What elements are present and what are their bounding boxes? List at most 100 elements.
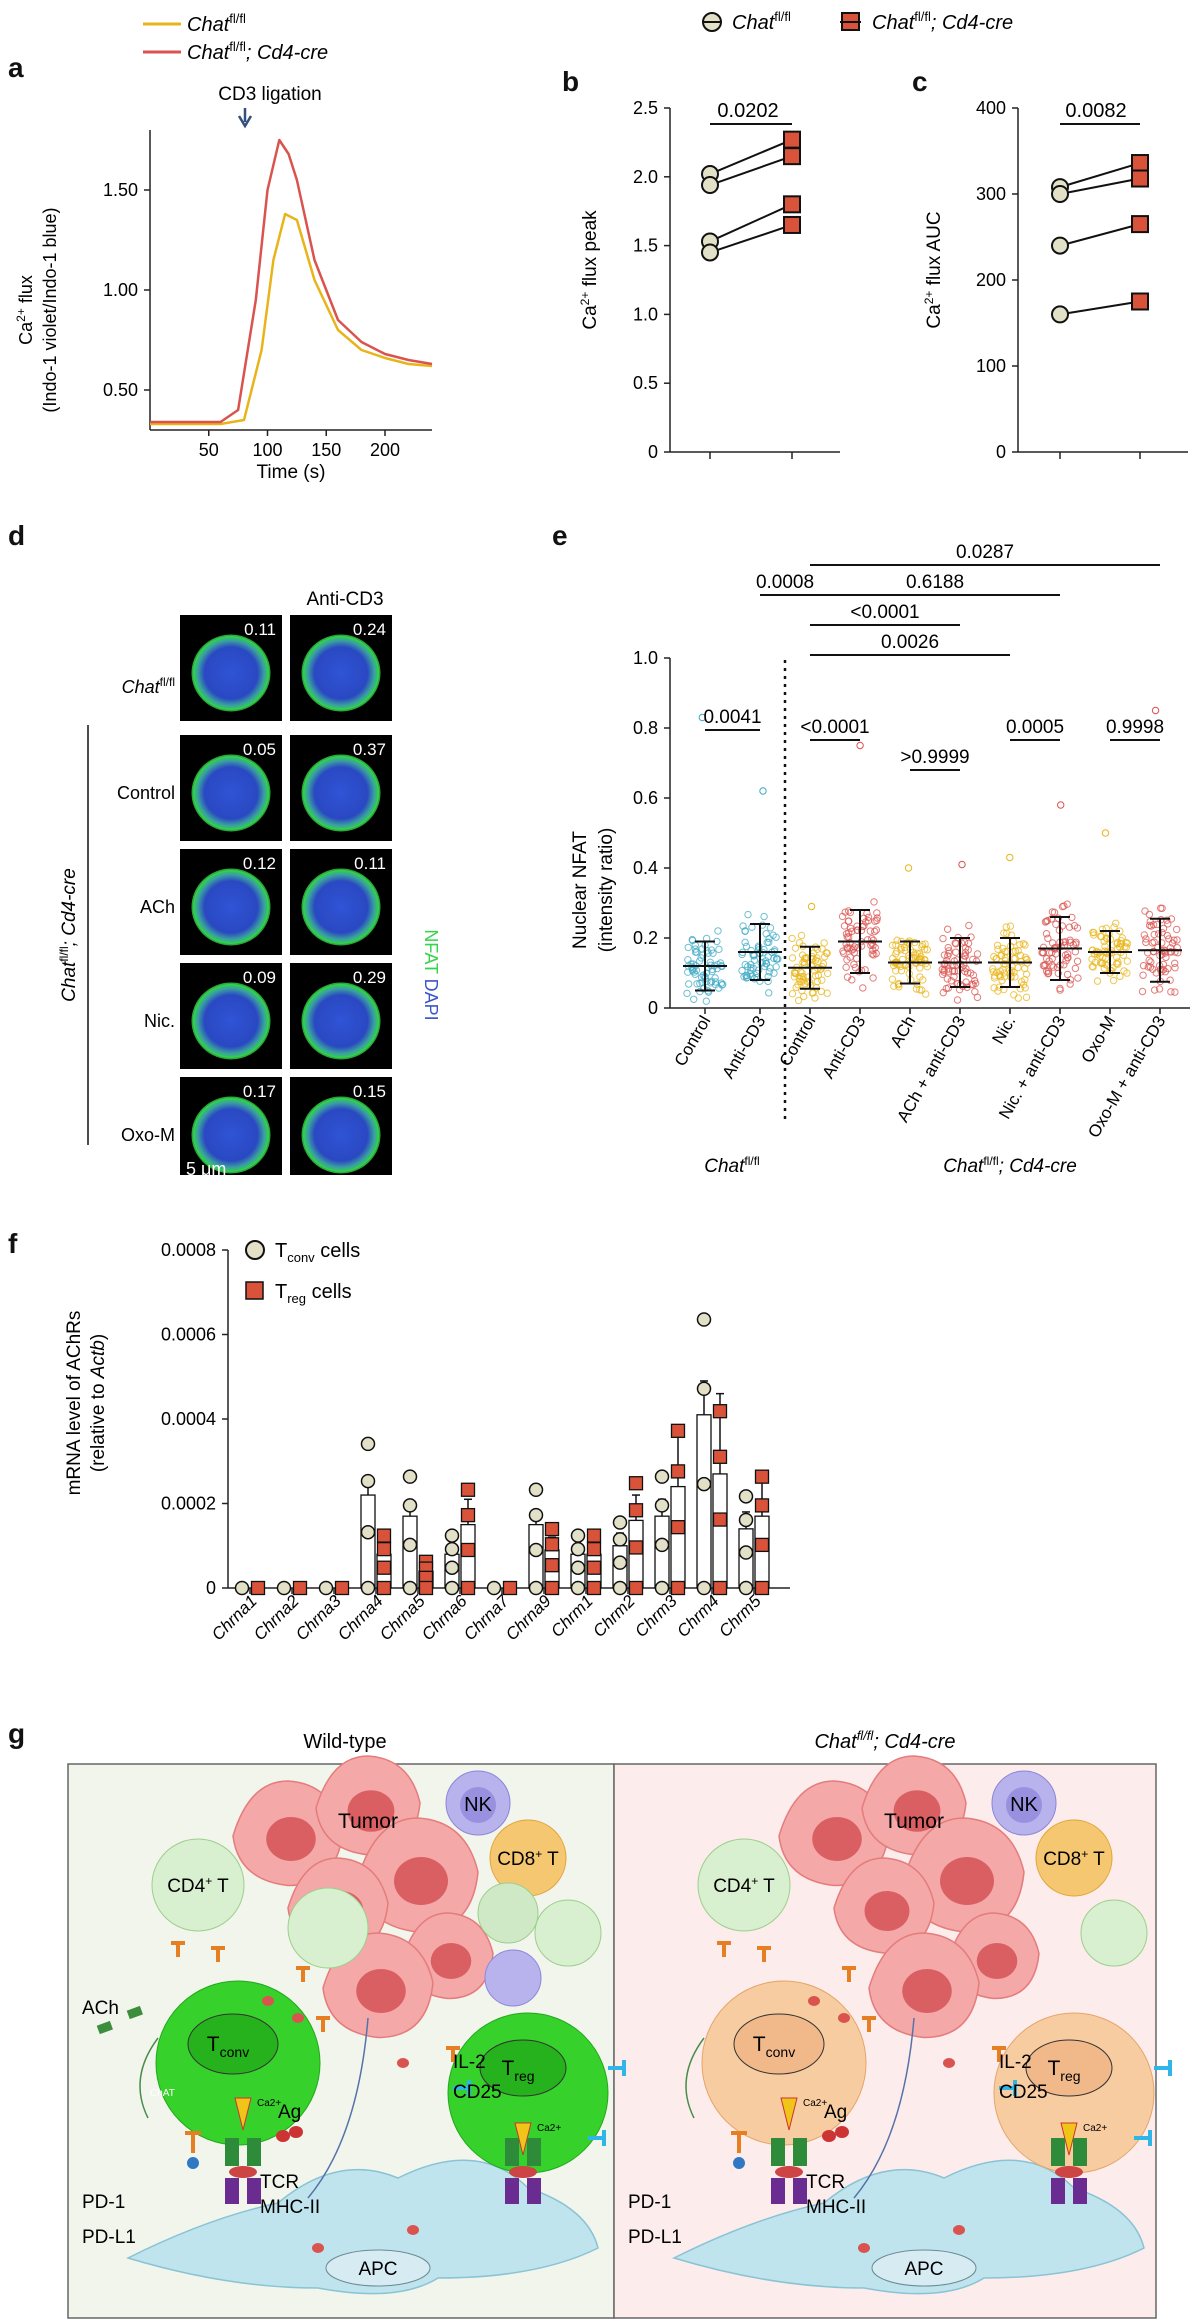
e-dot xyxy=(755,943,763,952)
e-dot-max xyxy=(958,860,966,869)
f-point-tconv xyxy=(528,1580,544,1596)
e-dot xyxy=(916,973,924,981)
axis-b-ylabel: Ca2+ flux peak xyxy=(578,210,601,330)
e-dot xyxy=(790,973,799,981)
e-dot xyxy=(1000,969,1009,977)
cd25-label: CD25 xyxy=(999,2082,1048,2103)
f-point-treg xyxy=(544,1537,560,1552)
f-point-treg xyxy=(544,1580,560,1596)
cytokine-dot xyxy=(397,2058,409,2068)
f-bar-tconv xyxy=(360,1494,376,1589)
f-category-label: Chrna5 xyxy=(376,1591,429,1644)
e-dot xyxy=(1088,946,1097,955)
e-dot xyxy=(769,931,777,939)
f-point-treg xyxy=(460,1580,476,1596)
e-dot xyxy=(1107,946,1115,955)
e-dot xyxy=(910,938,919,947)
e-dot xyxy=(718,981,726,989)
row-label: Oxo-M xyxy=(121,1125,175,1145)
nfat-ratio: 0.09 xyxy=(243,968,276,987)
e-dot xyxy=(1114,960,1122,968)
mhc-receptor xyxy=(771,2178,785,2204)
f-point-tconv xyxy=(528,1507,544,1523)
e-dot xyxy=(808,952,816,961)
e-dot xyxy=(953,996,962,1004)
f-point-tconv xyxy=(696,1381,712,1397)
e-dot xyxy=(760,912,768,921)
panel-e-chart: Nuclear NFAT (intensity ratio) 1.0 0.8 0.6… xyxy=(570,542,1190,1177)
e-dot xyxy=(1066,980,1074,988)
cd8-label: CD8+ T xyxy=(1043,1847,1105,1870)
e-dot xyxy=(1141,907,1149,915)
legend-a-cre: Chatfl/fl; Cd4-cre xyxy=(187,39,328,64)
checkpoint-receptor xyxy=(316,2016,330,2032)
f-point-tconv xyxy=(318,1580,334,1596)
e-dot xyxy=(1110,923,1118,931)
e-dot xyxy=(897,944,905,952)
e-dot xyxy=(788,989,797,998)
cd4-cell xyxy=(697,1838,791,1932)
mhc-label: MHC-II xyxy=(260,2197,320,2218)
e-dot xyxy=(846,939,854,947)
e-dot xyxy=(1021,984,1029,992)
axis-a-xlabel: Time (s) xyxy=(257,462,326,483)
e-dot xyxy=(817,965,825,973)
f-point-tconv xyxy=(570,1580,586,1596)
e-dot xyxy=(1022,993,1031,1002)
e-category-label: Nic. xyxy=(988,1013,1019,1048)
f-bar-tconv xyxy=(696,1414,712,1589)
e-dot xyxy=(823,969,832,978)
e-dot xyxy=(1010,991,1018,999)
checkpoint-receptor xyxy=(992,2046,1006,2062)
f-point-treg xyxy=(628,1503,644,1518)
f-ytick-label: 0.0002 xyxy=(161,1494,216,1514)
e-dot xyxy=(970,976,979,985)
cell-nucleus xyxy=(303,636,379,710)
e-dot xyxy=(800,958,809,966)
axis-a-ylabel-2: (Indo-1 violet/Indo-1 blue) xyxy=(40,207,60,412)
e-dot xyxy=(994,987,1002,995)
panel-label-f: f xyxy=(8,1228,18,1259)
e-dot xyxy=(762,957,770,965)
e-ytick-label: 0.2 xyxy=(633,928,658,948)
e-dot xyxy=(1016,985,1025,993)
f-point-treg xyxy=(754,1498,770,1513)
checkpoint-receptor xyxy=(757,1946,771,1962)
f-bar-treg xyxy=(670,1485,686,1589)
pdl1-ligand xyxy=(733,2157,745,2169)
e-dot xyxy=(770,969,778,977)
pdl1-ligand xyxy=(187,2157,199,2169)
e-category-label: Anti-CD3 xyxy=(819,1013,870,1082)
panel-bc-legend: Chatfl/fl Chatfl/fl; Cd4-cre xyxy=(702,9,1013,34)
e-dot xyxy=(757,959,765,967)
tumor-nucleus xyxy=(902,1969,952,2013)
e-dot xyxy=(859,984,867,992)
cytokine-dot xyxy=(838,2013,850,2023)
cell-nucleus xyxy=(303,756,379,830)
checkpoint-receptor xyxy=(717,1941,731,1957)
e-dot-max xyxy=(1101,829,1110,837)
f-ytick-label: 0 xyxy=(206,1578,216,1598)
e-dot xyxy=(1166,976,1174,984)
treg-nucleus xyxy=(479,2039,567,2097)
point-cre xyxy=(783,215,801,234)
e-dot xyxy=(1057,942,1065,951)
e-dot xyxy=(1116,972,1124,981)
f-point-treg xyxy=(544,1558,560,1573)
a-ytick-label: 1.00 xyxy=(103,280,138,300)
ytick-label: 400 xyxy=(976,98,1006,118)
il2-label: IL-2 xyxy=(999,2052,1032,2073)
checkpoint-receptor xyxy=(211,1946,225,1962)
e-dot xyxy=(1146,963,1155,971)
e-dot xyxy=(820,939,828,947)
e-dot xyxy=(939,988,947,997)
legend-nfat-dapi: NFAT DAPI xyxy=(421,929,441,1020)
e-dot xyxy=(888,975,897,983)
mhc-receptor xyxy=(505,2178,519,2204)
cell-membrane xyxy=(191,868,271,946)
e-dot-max xyxy=(1006,853,1014,862)
legend-tconv-icon xyxy=(245,1240,265,1260)
ach-molecule-icon xyxy=(126,2005,143,2020)
e-dot xyxy=(1071,964,1080,973)
cd25-receptor xyxy=(999,2080,1017,2096)
